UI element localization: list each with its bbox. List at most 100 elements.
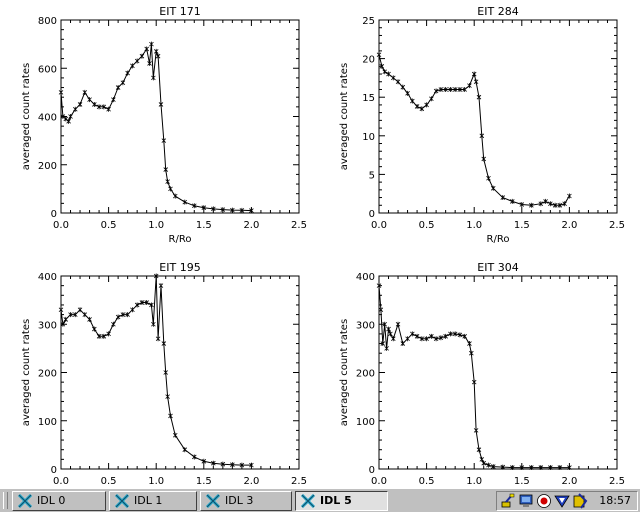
data-point [144, 46, 149, 52]
data-point [144, 300, 149, 306]
data-point [87, 97, 92, 103]
data-point [230, 462, 235, 468]
data-point [424, 102, 429, 108]
data-point [125, 312, 130, 318]
series-line [378, 285, 570, 469]
data-point [469, 350, 474, 356]
data-point [529, 202, 534, 208]
y-tick-label: 0 [51, 209, 57, 220]
data-point [125, 70, 130, 76]
y-tick-label: 200 [38, 369, 57, 380]
y-tick-label: 300 [38, 320, 57, 331]
data-point [443, 333, 448, 339]
y-tick-label: 10 [362, 132, 375, 143]
data-point [376, 52, 382, 58]
y-tick-label: 100 [356, 417, 375, 428]
data-point [155, 336, 161, 342]
x-tick-label: 0.5 [419, 220, 435, 231]
y-axis-label: averaged count rates [339, 63, 350, 170]
x-window-icon [205, 494, 221, 508]
data-point [433, 336, 439, 342]
data-point [111, 321, 116, 327]
data-point [471, 379, 477, 385]
data-point [120, 80, 126, 86]
x-tick-label: 2.0 [561, 220, 577, 231]
x-tick-label: 1.5 [514, 220, 530, 231]
data-point [452, 331, 458, 337]
y-tick-label: 20 [362, 55, 375, 66]
data-point [543, 198, 548, 204]
data-point [538, 201, 544, 207]
y-tick-label: 400 [38, 113, 57, 124]
data-point [378, 307, 384, 313]
plot-frame [60, 275, 300, 470]
data-point [410, 331, 415, 337]
plot-title: EIT 304 [477, 261, 518, 274]
task-button-idl-0[interactable]: IDL 0 [12, 491, 106, 511]
data-point [60, 321, 66, 327]
network-icon[interactable] [500, 493, 516, 509]
security-icon[interactable] [572, 493, 588, 509]
data-point [557, 202, 563, 208]
data-point [414, 103, 420, 109]
data-point [410, 98, 415, 104]
data-point [139, 53, 145, 59]
x-tick-label: 1.0 [148, 220, 164, 231]
plot-frame [378, 275, 618, 470]
data-point [168, 186, 173, 192]
x-window-icon [300, 494, 316, 508]
series-line [60, 44, 252, 212]
data-point [220, 461, 226, 467]
data-point [106, 106, 111, 112]
x-window-icon [17, 494, 33, 508]
y-tick-label: 400 [356, 272, 375, 283]
data-point [419, 336, 425, 342]
data-point [529, 465, 534, 471]
x-tick-label: 0.0 [53, 220, 69, 231]
system-tray: 18:57 [496, 491, 638, 511]
x-tick-label: 2.5 [609, 220, 625, 231]
data-point [111, 97, 116, 103]
x-tick-label: 1.5 [196, 476, 212, 487]
data-point [548, 201, 553, 207]
task-button-idl-3[interactable]: IDL 3 [200, 491, 292, 511]
data-point [139, 300, 145, 306]
data-point [68, 312, 73, 318]
x-tick-label: 1.0 [466, 220, 482, 231]
data-point [438, 335, 444, 341]
monitor-icon[interactable] [518, 493, 534, 509]
x-tick-label: 2.0 [561, 476, 577, 487]
series-line [60, 275, 252, 466]
data-point [443, 86, 448, 92]
data-point [386, 71, 391, 77]
x-tick-label: 0.0 [371, 220, 387, 231]
plot-title: EIT 284 [477, 5, 518, 18]
data-point [481, 156, 487, 162]
data-point [405, 90, 410, 96]
y-tick-label: 5 [369, 170, 375, 181]
data-point [452, 86, 458, 92]
data-point [473, 79, 479, 85]
data-point [433, 88, 439, 94]
data-point [77, 307, 83, 313]
task-button-idl-1[interactable]: IDL 1 [109, 491, 197, 511]
y-axis-label: averaged count rates [21, 63, 32, 170]
data-point [77, 101, 83, 107]
record-icon[interactable] [536, 493, 552, 509]
data-point [96, 333, 102, 339]
y-tick-label: 300 [356, 320, 375, 331]
y-tick-label: 25 [362, 16, 375, 27]
task-button-idl-5[interactable]: IDL 5 [295, 491, 388, 511]
antivirus-icon[interactable] [554, 493, 570, 509]
data-point [448, 86, 453, 92]
data-point [120, 312, 126, 318]
x-tick-label: 0.5 [419, 476, 435, 487]
taskbar-grip[interactable] [3, 492, 8, 509]
data-point [462, 333, 467, 339]
data-point [476, 94, 482, 100]
data-point [72, 106, 78, 112]
data-point [382, 321, 387, 327]
data-point [462, 86, 467, 92]
data-point [182, 447, 188, 453]
data-point [87, 316, 92, 322]
